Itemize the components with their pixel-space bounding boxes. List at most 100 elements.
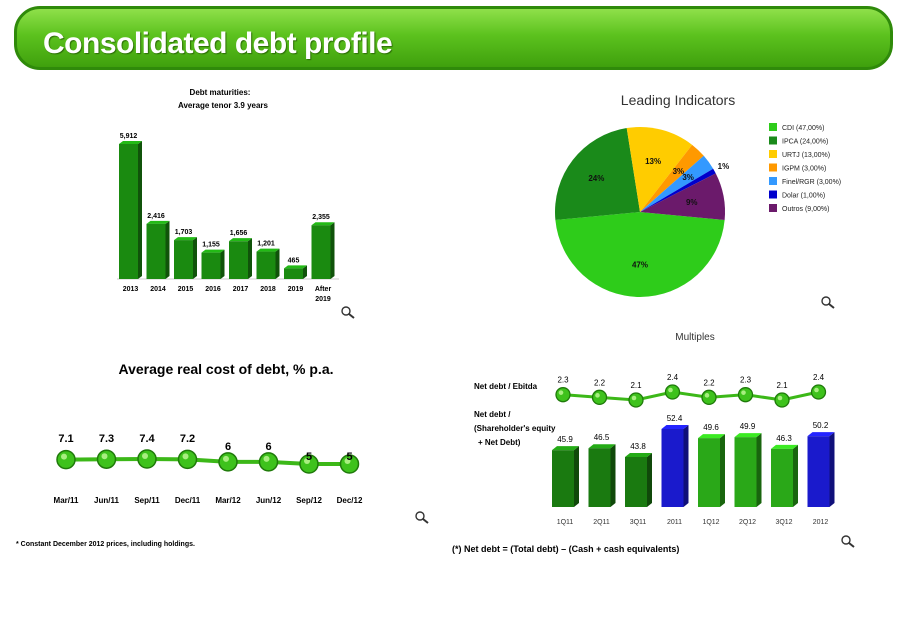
data-point (218, 452, 238, 472)
data-label: 7.4 (139, 433, 155, 445)
data-label: 1,656 (230, 230, 248, 237)
data-label: 2,416 (147, 213, 165, 220)
ebitda-point (810, 384, 827, 400)
ebitda-point (555, 387, 571, 403)
tick-label: 1Q11 (557, 519, 574, 526)
slice-label: 1% (718, 162, 730, 171)
bar-top (284, 265, 307, 269)
ebitda-label: 2.3 (557, 376, 569, 385)
legend-swatch (769, 136, 777, 145)
data-label: 465 (288, 257, 300, 264)
legend-label: CDI (47,00%) (782, 125, 824, 132)
bar-side (720, 434, 725, 507)
data-label: 6 (225, 441, 231, 453)
data-label: 43.8 (630, 442, 646, 451)
data-point (56, 449, 76, 470)
data-point (96, 449, 117, 469)
debt-maturities-title-line1: Debt maturities: (190, 88, 251, 97)
bar-side (647, 453, 652, 507)
tick-label: Sep/12 (296, 496, 322, 505)
slice-label: 9% (686, 198, 698, 207)
bar (552, 450, 574, 507)
tick-label: Mar/12 (215, 496, 241, 505)
magnifier-icon[interactable] (840, 535, 856, 549)
bar-top (256, 248, 280, 252)
legend-swatch (769, 177, 777, 185)
bar-top (229, 238, 252, 242)
leading-indicators-chart: Leading Indicators 47% 24% 13% 3%3% 1% 9% CDI… (555, 92, 841, 297)
bar-side (756, 433, 762, 507)
ebitda-point (737, 387, 754, 403)
magnifier-icon[interactable] (340, 306, 356, 320)
tick-label: 2016 (205, 286, 221, 293)
bar-top (771, 444, 798, 449)
bar-top (119, 141, 142, 144)
bar-side (303, 265, 307, 279)
tick-label: 2Q12 (739, 519, 756, 526)
slice-label: 13% (645, 157, 661, 166)
data-label: 2,355 (312, 214, 330, 221)
leading-indicators-title: Leading Indicators (621, 92, 735, 108)
bar-side (275, 248, 280, 279)
slice-label: 3% (682, 173, 694, 182)
tick-label: 2013 (123, 286, 139, 293)
bar-side (330, 222, 335, 279)
bar-top (174, 237, 197, 241)
tick-label: Dec/11 (175, 496, 201, 505)
average-cost-title: Average real cost of debt, % p.a. (119, 361, 334, 377)
bar-top (807, 432, 835, 437)
data-label: 46.5 (594, 433, 610, 442)
point-highlight (631, 395, 637, 401)
point-highlight (182, 453, 189, 460)
data-label: 46.3 (776, 434, 792, 443)
data-label: 1,201 (257, 241, 275, 248)
bar (174, 240, 193, 279)
point-highlight (263, 455, 270, 462)
point-highlight (595, 393, 600, 398)
magnifier-icon[interactable] (820, 296, 836, 310)
ebitda-point (591, 389, 608, 405)
tick-label: 2017 (233, 286, 249, 293)
tick-label: Jun/12 (256, 496, 282, 505)
bar-top (588, 444, 616, 449)
tick-label: 2014 (150, 286, 166, 293)
point-highlight (668, 387, 673, 393)
point-highlight (777, 395, 783, 401)
tick-label: 1Q12 (702, 519, 719, 526)
bar-side (248, 238, 252, 279)
bar (807, 436, 830, 507)
slice-label: 3% (673, 167, 685, 176)
bar (256, 251, 276, 279)
title-banner: Consolidated debt profile (14, 6, 893, 70)
bar-top (201, 249, 225, 253)
data-label: 1,155 (202, 242, 220, 249)
bar (588, 448, 611, 507)
debt-maturities-chart: Debt maturities: Average tenor 3.9 years… (117, 88, 339, 303)
bar-top (311, 222, 335, 226)
magnifier-icon[interactable] (414, 511, 430, 525)
tick-label: 2Q11 (593, 519, 610, 526)
ebitda-label: Net debt / Ebitda (474, 382, 538, 391)
legend-label: Finel/RGR (3,00%) (782, 179, 841, 186)
bar-side (193, 237, 197, 279)
bar (734, 437, 757, 507)
data-label: 49.9 (740, 422, 756, 431)
point-highlight (142, 453, 148, 459)
ebitda-label: 2.1 (630, 381, 642, 390)
point-highlight (61, 453, 67, 460)
legend-label: Dolar (1,00%) (782, 193, 825, 200)
bar (771, 448, 793, 507)
tick-label: Jun/11 (94, 496, 119, 505)
point-highlight (558, 390, 564, 395)
ebitda-point (664, 384, 681, 400)
average-cost-chart: Average real cost of debt, % p.a. 7.1 Mar… (54, 361, 363, 505)
ebitda-point (774, 392, 790, 408)
point-highlight (704, 393, 710, 398)
ebitda-label: 2.3 (740, 376, 752, 385)
bar-side (610, 444, 616, 507)
bar-side (574, 446, 579, 507)
pie-slice (640, 155, 714, 212)
legend-swatch (769, 150, 777, 158)
bar-side (683, 425, 689, 507)
page-title: Consolidated debt profile (43, 27, 393, 60)
